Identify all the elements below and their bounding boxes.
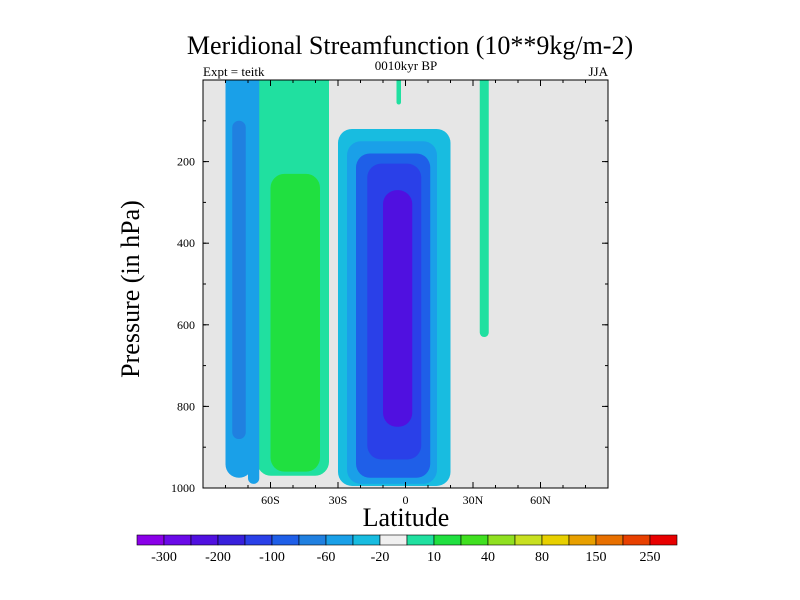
- colorbar-box: [595, 534, 624, 546]
- right-string: JJA: [588, 64, 608, 79]
- x-tick-label: 60N: [530, 493, 551, 507]
- colorbar-box: [190, 534, 219, 546]
- colorbar-box: [487, 534, 516, 546]
- colorbar-box: [568, 534, 597, 546]
- y-tick-label: 1000: [171, 481, 195, 495]
- colorbar-label: -200: [205, 550, 231, 565]
- contour-southern-polar-core: [232, 120, 246, 440]
- colorbar-box: [460, 534, 489, 546]
- y-axis-label: Pressure (in hPa): [116, 200, 145, 378]
- colorbar-box: [325, 534, 354, 546]
- contour-northern-band: [479, 80, 489, 338]
- colorbar-box: [649, 534, 678, 546]
- colorbar-box: [514, 534, 543, 546]
- colorbar-box: [271, 534, 300, 546]
- colorbar-box: [352, 534, 381, 546]
- colorbar-box: [136, 534, 165, 546]
- plot-area: [203, 80, 608, 488]
- colorbar-box: [406, 534, 435, 546]
- contour-hadley-cell-core: [383, 190, 413, 427]
- colorbar-label: 80: [535, 550, 549, 565]
- x-tick-label: 30S: [329, 493, 348, 507]
- colorbar-box: [433, 534, 462, 546]
- x-tick-label: 60S: [261, 493, 280, 507]
- colorbar-box: [622, 534, 651, 546]
- colorbar-label: 10: [427, 550, 441, 565]
- contour-tropical-upper-band: [396, 80, 401, 105]
- colorbar-box: [541, 534, 570, 546]
- y-tick-label: 600: [177, 318, 195, 332]
- y-tick-label: 400: [177, 236, 195, 250]
- colorbar-label: 150: [586, 550, 607, 565]
- colorbar: -300 -200 -100 -60 -20 10 40 80 150 250: [136, 534, 678, 565]
- colorbar-label: 40: [481, 550, 495, 565]
- colorbar-label: -20: [371, 550, 390, 565]
- y-tick-label: 200: [177, 155, 195, 169]
- colorbar-box: [217, 534, 246, 546]
- left-string: Expt = teitk: [203, 64, 265, 79]
- colorbar-label: -300: [151, 550, 177, 565]
- chart-title: Meridional Streamfunction (10**9kg/m-2): [187, 31, 633, 60]
- colorbar-label: 250: [640, 550, 661, 565]
- center-string: 0010kyr BP: [375, 58, 437, 73]
- colorbar-box: [163, 534, 192, 546]
- x-tick-label: 0: [403, 493, 409, 507]
- colorbar-label: -60: [317, 550, 336, 565]
- contour-midlat-positive-core: [270, 173, 320, 472]
- contour-southern-subpolar-strip: [248, 80, 260, 484]
- colorbar-box: [379, 534, 408, 546]
- x-axis-label: Latitude: [363, 503, 450, 532]
- axes: 60S 30S 0 30N 60N 200 400 600 800 1000: [171, 79, 609, 507]
- colorbar-box: [298, 534, 327, 546]
- y-tick-label: 800: [177, 399, 195, 413]
- colorbar-box: [244, 534, 273, 546]
- colorbar-label: -100: [259, 550, 285, 565]
- x-tick-label: 30N: [463, 493, 484, 507]
